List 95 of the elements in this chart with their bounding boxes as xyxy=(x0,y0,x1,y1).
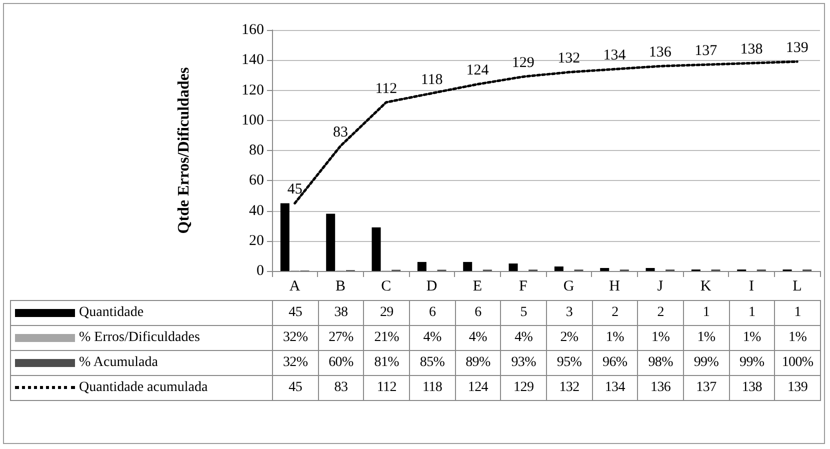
y-tick-label: 0 xyxy=(256,263,264,279)
data-label: 134 xyxy=(592,376,638,400)
y-tick-label: 40 xyxy=(249,202,264,219)
data-label: 1% xyxy=(683,326,730,350)
data-label: 4% xyxy=(455,326,501,350)
data-label: 1% xyxy=(638,326,684,350)
data-label: 96% xyxy=(592,350,638,376)
legend-label: % Acumulada xyxy=(79,355,158,370)
data-label: 4% xyxy=(500,326,546,350)
data-label: 45 xyxy=(272,376,318,400)
bar xyxy=(463,262,472,271)
data-label: 136 xyxy=(638,376,684,400)
data-label: 1% xyxy=(592,326,638,350)
x-tick-label: B xyxy=(335,278,346,294)
data-label: 1 xyxy=(683,300,730,326)
data-label: 85% xyxy=(409,350,456,376)
x-tick-label: A xyxy=(289,278,300,294)
legend-label: % Erros/Dificuldades xyxy=(79,330,200,345)
annotation: 129 xyxy=(512,55,534,72)
annotation: 134 xyxy=(603,48,626,64)
data-label: 1 xyxy=(729,300,775,326)
data-label: 1 xyxy=(774,300,820,326)
data-label: 89% xyxy=(455,350,501,376)
data-label: 27% xyxy=(318,326,364,350)
data-label: 2 xyxy=(592,300,638,326)
data-label: 60% xyxy=(318,350,364,376)
data-label: 112 xyxy=(364,376,410,400)
annotation: 136 xyxy=(648,44,672,61)
data-label: 29 xyxy=(364,300,410,326)
data-label: 99% xyxy=(683,350,730,376)
data-label: 139 xyxy=(774,376,820,400)
annotation: 132 xyxy=(558,50,580,67)
data-label: 138 xyxy=(729,376,775,400)
annotation: 83 xyxy=(333,124,348,140)
y-tick-label: 80 xyxy=(249,142,264,158)
data-label: 118 xyxy=(409,376,456,400)
x-tick-label: D xyxy=(426,278,438,294)
data-label: 3 xyxy=(546,300,592,326)
data-label: 4% xyxy=(409,326,456,350)
data-label: 129 xyxy=(500,376,546,400)
data-label: 45 xyxy=(272,300,318,326)
data-label: 1% xyxy=(774,326,820,350)
annotation: 137 xyxy=(694,43,718,60)
bar xyxy=(280,203,290,271)
legend-label: Quantidade xyxy=(79,305,144,320)
bar xyxy=(326,214,336,271)
x-tick-label: H xyxy=(609,278,620,294)
x-tick-label: J xyxy=(657,278,664,294)
data-label: 137 xyxy=(683,376,730,400)
bar xyxy=(554,266,564,271)
y-tick-label: 120 xyxy=(242,82,264,98)
data-label: 6 xyxy=(409,300,456,326)
data-label: 100% xyxy=(774,350,820,376)
x-tick-label: K xyxy=(700,278,712,294)
data-label: 98% xyxy=(638,350,684,376)
annotation: 118 xyxy=(420,72,443,88)
annotation: 45 xyxy=(287,182,302,198)
y-axis-title: Qtde Erros/Dificuldades xyxy=(176,67,192,234)
y-tick-label: 160 xyxy=(242,22,264,38)
legend-label: Quantidade acumulada xyxy=(79,380,208,395)
y-tick-label: 20 xyxy=(249,232,264,249)
y-tick-label: 60 xyxy=(249,172,264,189)
data-label: 81% xyxy=(364,350,410,376)
data-label: 95% xyxy=(546,350,592,376)
annotation: 138 xyxy=(740,42,763,58)
y-tick-label: 100 xyxy=(242,112,264,128)
data-label: 6 xyxy=(455,300,501,326)
bar xyxy=(600,268,610,271)
data-label: 124 xyxy=(455,376,501,400)
data-label: 2 xyxy=(638,300,684,326)
x-tick-label: E xyxy=(472,278,482,294)
data-label: 1% xyxy=(729,326,775,350)
x-tick-label: C xyxy=(381,278,392,294)
annotation: 139 xyxy=(786,40,808,56)
y-tick-label: 140 xyxy=(242,52,264,68)
data-label: 38 xyxy=(318,300,364,326)
data-label: 32% xyxy=(272,350,318,376)
annotation: 124 xyxy=(466,62,490,79)
annotation: 112 xyxy=(375,80,398,97)
bar xyxy=(646,268,655,271)
data-label: 83 xyxy=(318,376,364,400)
bar xyxy=(372,227,381,271)
x-tick-label: G xyxy=(563,278,574,294)
x-tick-label: F xyxy=(518,278,528,294)
data-label: 93% xyxy=(500,350,546,376)
data-label: 21% xyxy=(364,326,410,350)
data-label: 2% xyxy=(546,326,592,350)
data-label: 5 xyxy=(500,300,546,326)
bar xyxy=(417,262,426,271)
data-label: 32% xyxy=(272,326,318,350)
data-label: 132 xyxy=(546,376,592,400)
data-label: 99% xyxy=(729,350,775,376)
x-tick-label: L xyxy=(792,278,802,294)
x-tick-label: I xyxy=(749,278,754,294)
bar xyxy=(508,263,518,271)
